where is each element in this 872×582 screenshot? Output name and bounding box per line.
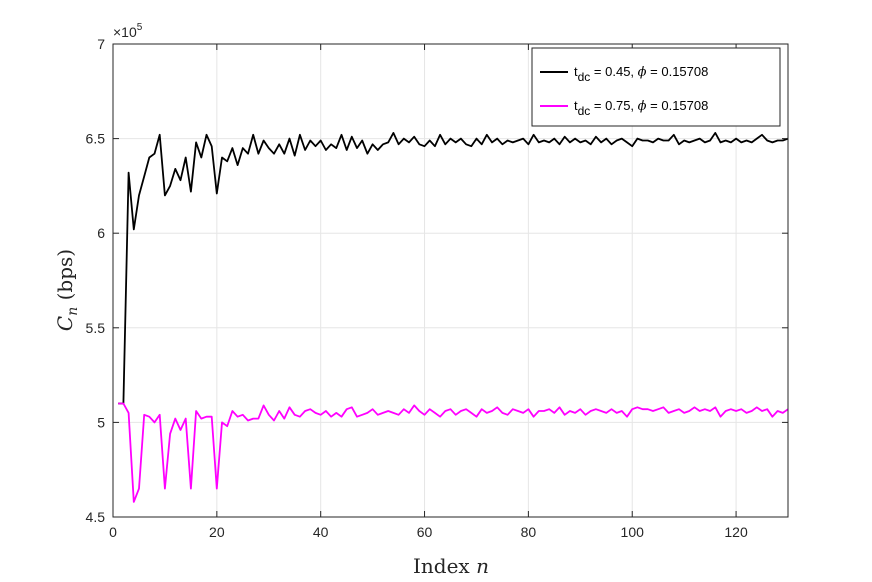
series-line-1 bbox=[118, 131, 789, 405]
axis-ticks: 0 20 40 60 80 100 120 4.5 5 5.5 6 6.5 7 bbox=[86, 36, 788, 540]
y-tick-label: 5 bbox=[97, 414, 105, 430]
x-tick-label: 60 bbox=[417, 524, 433, 540]
legend-label-series-2: tdc = 0.75, ϕ = 0.15708 bbox=[574, 98, 708, 118]
legend-box bbox=[531, 47, 781, 127]
legend-label-series-1: tdc = 0.45, ϕ = 0.15708 bbox=[574, 64, 708, 84]
series-line-2 bbox=[118, 402, 789, 503]
x-tick-label: 120 bbox=[724, 524, 748, 540]
series-lines bbox=[118, 131, 789, 503]
x-tick-label: 20 bbox=[209, 524, 225, 540]
legend: tdc = 0.45, ϕ = 0.15708 tdc = 0.75, ϕ = … bbox=[531, 47, 781, 127]
y-tick-label: 5.5 bbox=[86, 320, 106, 336]
y-exponent-label: ×105 bbox=[113, 22, 143, 40]
y-axis-label: Cn (bps) bbox=[53, 249, 81, 331]
plot-frame bbox=[112, 43, 789, 518]
x-tick-label: 80 bbox=[521, 524, 537, 540]
x-tick-label: 40 bbox=[313, 524, 329, 540]
y-tick-label: 6 bbox=[97, 225, 105, 241]
x-tick-label: 0 bbox=[109, 524, 117, 540]
y-tick-label: 4.5 bbox=[86, 509, 106, 525]
y-tick-label: 7 bbox=[97, 36, 105, 52]
x-axis-label: Index n bbox=[413, 554, 489, 578]
y-tick-label: 6.5 bbox=[86, 131, 106, 147]
x-tick-label: 100 bbox=[621, 524, 645, 540]
